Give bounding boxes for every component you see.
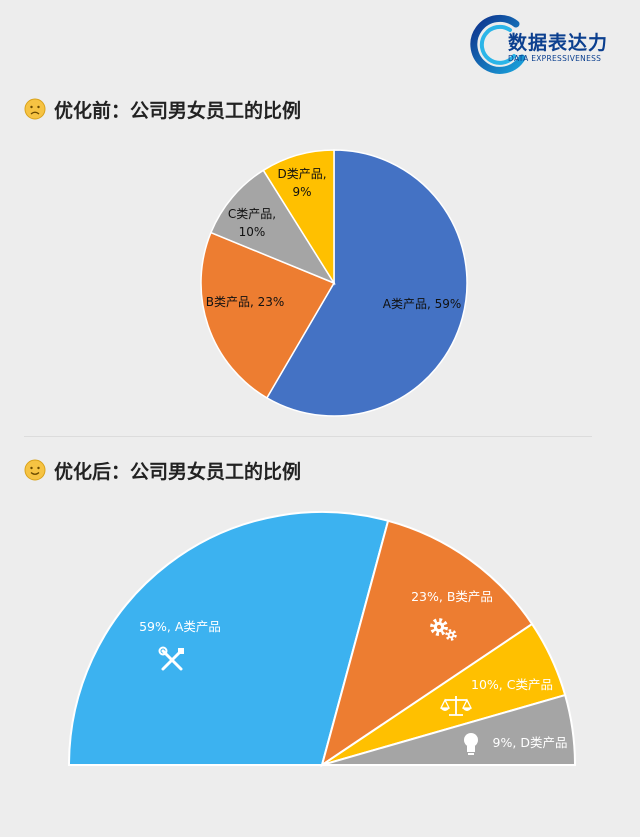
gears-icon [430, 618, 457, 641]
pie-data-label-b: B类产品, 23% [206, 295, 285, 309]
pie-slice-c [209, 169, 336, 285]
pie-slice-a [265, 149, 468, 417]
sad-face-icon [24, 98, 46, 120]
section-title-text: 优化后：公司男女员工的比例 [54, 460, 302, 483]
tools-icon [158, 646, 184, 671]
section-title-before: 优化前：公司男女员工的比例 [24, 94, 301, 124]
lightbulb-icon [464, 733, 478, 755]
section-title-text: 优化前：公司男女员工的比例 [54, 99, 302, 122]
logo-text-en: DATA EXPRESSIVENESS [508, 54, 602, 63]
pie-slice-b [200, 231, 336, 399]
pie-slice-d [262, 149, 335, 286]
half-pie-slice-d [321, 693, 577, 766]
half-pie-slice-a [67, 511, 390, 766]
pie-data-label-d: D类产品, 9% [277, 167, 326, 199]
pie-data-label-c: C类产品, 10% [228, 207, 276, 239]
section-title-after: 优化后：公司男女员工的比例 [24, 455, 301, 485]
half-pie-data-label-d: 9%, D类产品 [493, 735, 568, 750]
half-pie-slice-b [320, 519, 534, 768]
scale-icon [439, 696, 473, 716]
section-divider [24, 436, 592, 437]
half-pie-data-label-c: 10%, C类产品 [471, 677, 553, 692]
half-pie-data-label-b: 23%, B类产品 [411, 589, 493, 604]
brand-logo: 数据表达力 DATA EXPRESSIVENESS [470, 14, 630, 74]
logo-ring-icon [470, 14, 526, 74]
half-pie-chart-after: 59%, A类产品 23%, B类产品 10%, C类产品 9%, D类产品 [67, 511, 577, 768]
logo-text-cn: 数据表达力 [508, 32, 609, 54]
pie-data-label-a: A类产品, 59% [383, 297, 462, 311]
pie-chart-before: A类产品, 59% B类产品, 23% C类产品, 10%D类产品, 9% [200, 149, 468, 417]
smile-face-icon [24, 459, 46, 481]
half-pie-data-label-a: 59%, A类产品 [139, 619, 221, 634]
